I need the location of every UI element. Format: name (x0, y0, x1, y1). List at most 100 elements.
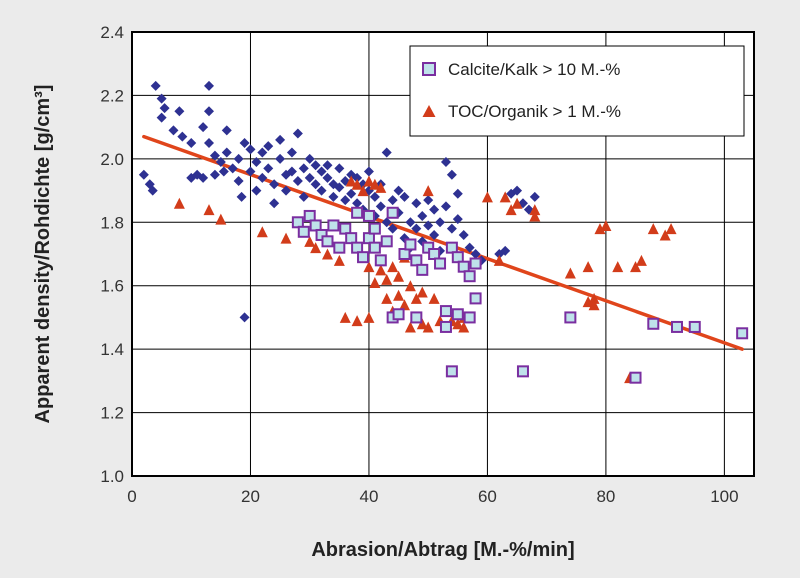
triangle-point (635, 254, 647, 266)
diamond-point (387, 223, 398, 234)
diamond-point (198, 122, 209, 133)
triangle-point (428, 292, 440, 304)
triangle-point (511, 197, 523, 209)
square-point (333, 241, 346, 254)
y-tick-label: 1.4 (100, 340, 124, 359)
diamond-point (363, 166, 374, 177)
diamond-point (429, 229, 440, 240)
triangle-point (203, 204, 215, 216)
x-tick-label: 0 (127, 487, 136, 506)
square-point (457, 260, 470, 273)
diamond-point (529, 191, 540, 202)
diamond-point (399, 191, 410, 202)
square-point (629, 371, 642, 384)
triangle-point (499, 191, 511, 203)
diamond-point (286, 166, 297, 177)
diamond-point (204, 80, 215, 91)
diamond-point (304, 172, 315, 183)
triangle-point (422, 185, 434, 197)
triangle-point (173, 197, 185, 209)
triangle-point (363, 261, 375, 273)
triangle-point (588, 299, 600, 311)
square-point (368, 222, 381, 235)
diamond-point (269, 198, 280, 209)
diamond-point (227, 163, 238, 174)
diamond-point (328, 191, 339, 202)
diamond-point (263, 141, 274, 152)
square-point (362, 232, 375, 245)
triangle-point (529, 204, 541, 216)
diamond-point (275, 134, 286, 145)
square-point (416, 263, 429, 276)
diamond-point (298, 163, 309, 174)
square-point (303, 209, 316, 222)
triangle-point (404, 280, 416, 292)
square-point (564, 311, 577, 324)
trendline-group (142, 134, 744, 351)
triangle-point (387, 261, 399, 273)
trendline (142, 134, 744, 351)
square-point (439, 305, 452, 318)
legend-marker-calcite (422, 62, 436, 76)
square-point (357, 251, 370, 264)
triangle-point (393, 289, 405, 301)
square-point (392, 308, 405, 321)
diamond-point (245, 144, 256, 155)
diamond-point (257, 147, 268, 158)
diamond-point (147, 185, 158, 196)
diamond-point (446, 169, 457, 180)
square-point (345, 232, 358, 245)
diamond-point (352, 198, 363, 209)
diamond-point (369, 191, 380, 202)
triangle-point (600, 219, 612, 231)
diamond-point (221, 147, 232, 158)
diamond-point (440, 157, 451, 168)
tick-labels: 0 20 40 60 80 100 1.0 1.2 1.4 1.6 1.8 2.0 2.2 2.4 (100, 23, 738, 506)
diamond-point (435, 217, 446, 228)
triangle-point (505, 204, 517, 216)
square-point (516, 365, 529, 378)
y-tick-label: 1.6 (100, 277, 124, 296)
x-tick-label: 100 (710, 487, 738, 506)
legend-label-toc: TOC/Organik > 1 M.-% (448, 102, 621, 121)
diamond-point (423, 220, 434, 231)
diamond-point (423, 195, 434, 206)
triangle-point (357, 185, 369, 197)
data-points (138, 80, 749, 384)
square-point (736, 327, 749, 340)
triangle-point (398, 299, 410, 311)
x-tick-label: 40 (359, 487, 378, 506)
triangle-point (582, 296, 594, 308)
square-point (445, 365, 458, 378)
diamond-point (177, 131, 188, 142)
triangle-point (375, 264, 387, 276)
diamond-point (233, 153, 244, 164)
square-point (291, 216, 304, 229)
diamond-point (168, 125, 179, 136)
triangle-point (481, 191, 493, 203)
y-tick-label: 1.2 (100, 404, 124, 423)
diamond-point (204, 138, 215, 148)
diamond-point (286, 147, 297, 158)
diamond-point (292, 176, 303, 187)
square-point (434, 257, 447, 270)
diamond-point (257, 172, 268, 183)
diamond-point (245, 166, 256, 177)
square-point (380, 235, 393, 248)
triangle-point (363, 311, 375, 323)
triangle-point (452, 318, 464, 330)
diamond-point (236, 191, 247, 202)
diamond-point (215, 157, 226, 168)
triangle-point (351, 178, 363, 190)
triangle-point (659, 229, 671, 241)
diamond-point (322, 172, 333, 183)
square-point (688, 320, 701, 333)
square-point (327, 219, 340, 232)
diamond-point (464, 242, 475, 253)
diamond-point (292, 128, 303, 139)
diamond-point (316, 166, 327, 177)
triangle-point (345, 175, 357, 187)
triangle-point (339, 311, 351, 323)
triangle-point (381, 273, 393, 285)
triangle-point (256, 226, 268, 238)
